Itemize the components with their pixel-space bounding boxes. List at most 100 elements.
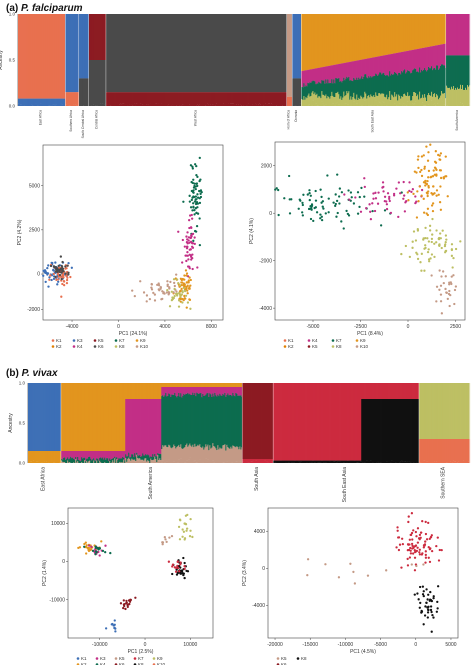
data-point — [418, 551, 421, 554]
ancestry-bar — [427, 47, 429, 71]
ancestry-bar — [190, 445, 192, 460]
ancestry-bar — [143, 455, 145, 461]
ancestry-bar — [188, 92, 190, 106]
ancestry-bar — [88, 60, 91, 106]
ancestry-bar — [144, 14, 146, 93]
data-point — [189, 236, 192, 240]
ancestry-bar — [400, 399, 402, 462]
ancestry-bar — [299, 14, 301, 79]
data-point — [424, 520, 427, 524]
ancestry-bar — [95, 451, 97, 461]
ancestry-bar — [82, 14, 85, 79]
ancestry-bar — [180, 458, 182, 463]
ancestry-bar — [109, 104, 111, 106]
ancestry-bar — [252, 92, 255, 106]
ancestry-bar — [150, 458, 152, 463]
data-point — [199, 189, 203, 192]
data-point — [418, 606, 421, 609]
data-point — [57, 264, 60, 268]
ancestry-bar — [375, 92, 377, 101]
ancestry-bar — [436, 45, 438, 66]
ancestry-bar — [384, 55, 386, 75]
ancestry-bar — [418, 14, 420, 49]
ancestry-bar — [85, 78, 88, 106]
ancestry-bar — [392, 95, 394, 106]
ancestry-bar — [97, 14, 99, 60]
ancestry-bar — [137, 399, 139, 455]
ancestry-bar — [364, 383, 366, 399]
ancestry-bar — [281, 460, 283, 463]
ancestry-bar — [164, 383, 166, 387]
ancestry-bar — [76, 14, 78, 93]
ancestry-bar — [221, 448, 223, 463]
ancestry-bar — [435, 439, 437, 463]
data-point — [407, 515, 410, 518]
ancestry-bar — [251, 383, 253, 459]
ancestry-bar — [315, 84, 317, 96]
ancestry-bar — [435, 45, 437, 70]
ancestry-bar — [49, 451, 51, 463]
ancestry-bar — [189, 457, 191, 463]
data-point — [191, 167, 194, 170]
ancestry-bar — [172, 387, 174, 395]
data-point — [430, 534, 433, 537]
ancestry-bar — [90, 451, 92, 459]
ancestry-bar — [100, 14, 102, 60]
data-point — [416, 190, 419, 193]
ancestry-bar — [294, 14, 296, 79]
data-point — [181, 290, 184, 293]
ancestry-bar — [266, 461, 268, 463]
ancestry-bar — [375, 56, 377, 74]
ancestry-bar — [315, 95, 317, 104]
ancestry-bar — [401, 71, 403, 97]
ancestry-bar — [457, 55, 459, 88]
data-point — [128, 602, 131, 606]
ancestry-bar — [235, 104, 238, 106]
ancestry-bar — [49, 98, 51, 106]
ancestry-bar — [449, 439, 451, 463]
ancestry-bar — [463, 460, 465, 463]
data-point — [179, 293, 182, 296]
ancestry-bar — [66, 92, 68, 106]
ancestry-bar — [337, 14, 339, 65]
data-point — [439, 176, 443, 180]
ancestry-bar — [452, 439, 454, 463]
ancestry-bar — [159, 383, 161, 399]
ancestry-bar — [160, 383, 162, 399]
data-point — [433, 192, 436, 195]
data-point — [338, 187, 342, 190]
data-point — [422, 211, 426, 214]
ancestry-bar — [436, 383, 438, 439]
ancestry-bar — [98, 383, 100, 451]
data-point — [176, 564, 179, 568]
ancestry-bar — [37, 14, 39, 99]
ancestry-bar — [242, 14, 245, 93]
data-point — [189, 278, 192, 282]
data-point — [437, 193, 440, 196]
ancestry-bar — [299, 383, 301, 461]
ancestry-bar — [106, 458, 108, 463]
ancestry-bar — [299, 103, 301, 106]
ancestry-bar — [106, 451, 108, 459]
ancestry-bar — [62, 461, 64, 463]
ancestry-bar — [34, 451, 36, 463]
data-point — [164, 538, 167, 541]
data-point — [195, 182, 199, 185]
ancestry-bar — [189, 383, 191, 387]
ancestry-bar — [303, 104, 305, 106]
data-point — [439, 152, 443, 155]
data-point — [441, 270, 445, 273]
ancestry-bar — [64, 462, 66, 463]
ancestry-bar — [428, 46, 430, 67]
ancestry-bar — [207, 459, 209, 463]
ancestry-bar — [102, 383, 104, 451]
ancestry-bar — [61, 459, 63, 461]
ancestry-bar — [105, 451, 107, 460]
data-point — [182, 200, 185, 203]
x-tick-label: -15000 — [302, 642, 318, 648]
ancestry-bar — [161, 103, 163, 106]
ancestry-bar — [164, 395, 166, 446]
ancestry-bar — [428, 439, 430, 463]
y-tick-label: 0.5 — [9, 58, 16, 63]
ancestry-bar — [427, 70, 429, 96]
